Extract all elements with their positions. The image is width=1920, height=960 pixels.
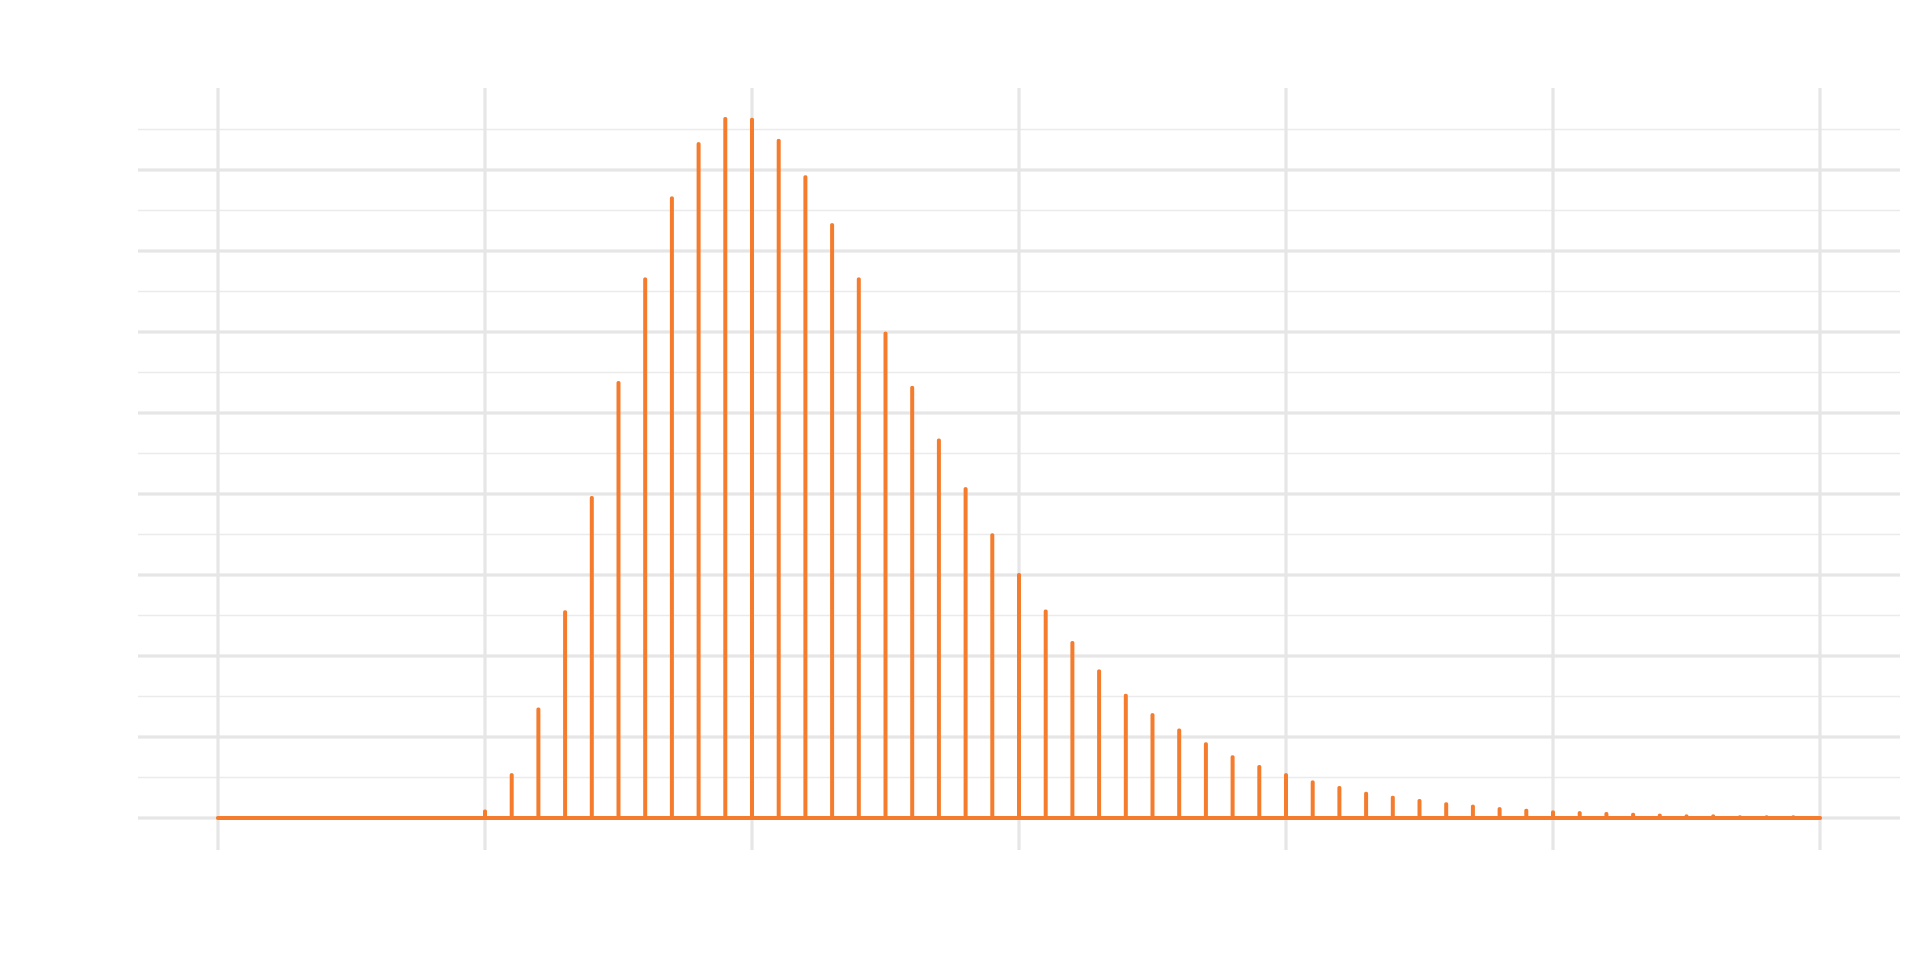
probability-stems [216,116,1822,820]
